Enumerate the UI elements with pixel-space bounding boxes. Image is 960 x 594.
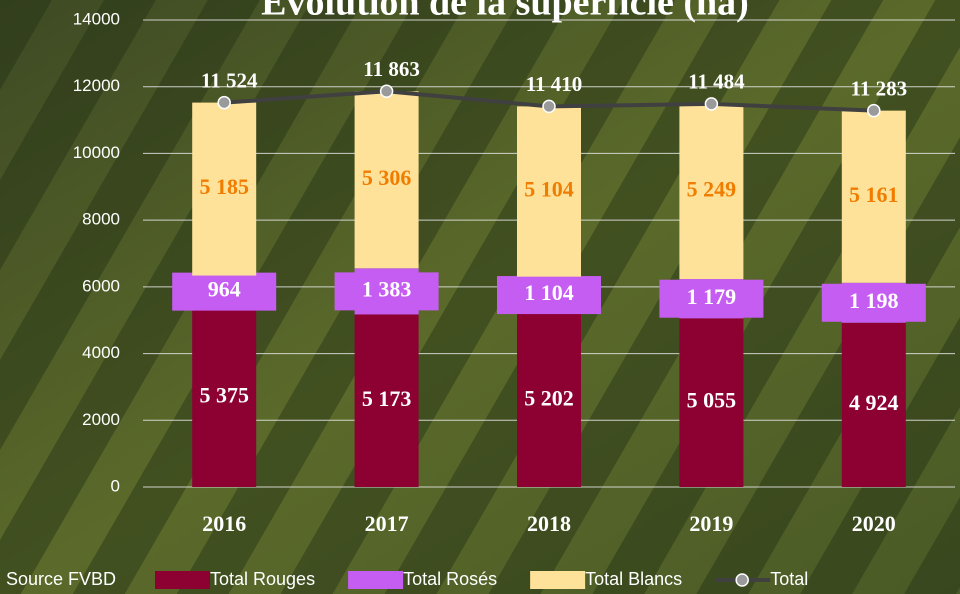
bar-segment	[192, 307, 257, 487]
bar-segment	[841, 110, 906, 283]
x-tick-label: 2019	[689, 511, 733, 536]
value-label: 11 484	[688, 70, 745, 94]
legend-swatch	[348, 571, 404, 589]
y-tick-label: 2000	[82, 410, 120, 429]
y-tick-label: 12000	[73, 76, 120, 95]
bar-segment	[841, 322, 906, 487]
total-marker	[217, 95, 231, 110]
y-tick-label: 14000	[73, 9, 120, 28]
chart-title: Évolution de la superficie (ha)	[261, 0, 749, 24]
bar-segment	[354, 314, 419, 487]
x-tick-label: 2017	[365, 511, 409, 536]
legend-label: Total Blancs	[585, 569, 682, 589]
label-box	[334, 272, 439, 311]
value-label: 5 173	[362, 386, 412, 411]
legend-swatch	[155, 571, 210, 589]
total-marker	[867, 103, 881, 118]
y-tick-label: 0	[111, 476, 120, 495]
y-tick-label: 10000	[73, 143, 120, 162]
bar-segment	[679, 103, 744, 280]
label-box	[821, 283, 926, 322]
x-tick-label: 2020	[852, 511, 896, 536]
value-label: 1 104	[524, 280, 574, 305]
source: Source FVBD	[6, 569, 116, 589]
legend-label: Total	[770, 569, 808, 589]
bar-segment	[679, 318, 744, 487]
value-label: 5 249	[687, 177, 737, 202]
y-tick-label: 8000	[82, 210, 120, 229]
value-label: 1 383	[362, 276, 412, 301]
bar-segment	[192, 102, 257, 276]
value-label: 5 055	[687, 388, 737, 413]
y-tick-label: 6000	[82, 276, 120, 295]
value-label: 5 161	[849, 182, 899, 207]
total-marker	[379, 84, 394, 99]
value-label: 11 410	[526, 72, 583, 96]
value-label: 5 104	[524, 177, 574, 202]
legend-marker	[735, 573, 749, 587]
value-label: 1 198	[849, 288, 899, 313]
value-label: 11 283	[851, 76, 908, 100]
bar-segment	[354, 91, 419, 269]
legend-label: Total Rouges	[210, 569, 315, 589]
bar-segment	[517, 106, 581, 277]
value-label: 11 863	[363, 57, 420, 81]
bar-segment	[517, 313, 581, 487]
value-label: 5 202	[524, 385, 574, 410]
value-label: 4 924	[849, 390, 899, 415]
value-label: 5 306	[362, 165, 412, 190]
y-tick-label: 4000	[82, 343, 120, 362]
value-label: 1 179	[687, 284, 737, 309]
value-label: 11 524	[201, 68, 258, 92]
x-tick-label: 2018	[527, 511, 571, 536]
value-label: 964	[208, 277, 241, 302]
total-marker	[542, 99, 556, 114]
value-label: 5 185	[199, 174, 249, 199]
legend-label: Total Rosés	[403, 569, 497, 589]
label-box	[172, 272, 277, 311]
legend-swatch	[530, 571, 586, 589]
value-label: 5 375	[199, 382, 249, 407]
x-tick-label: 2016	[202, 511, 246, 536]
label-box	[659, 279, 764, 318]
total-marker	[704, 97, 719, 111]
label-box	[497, 276, 601, 315]
